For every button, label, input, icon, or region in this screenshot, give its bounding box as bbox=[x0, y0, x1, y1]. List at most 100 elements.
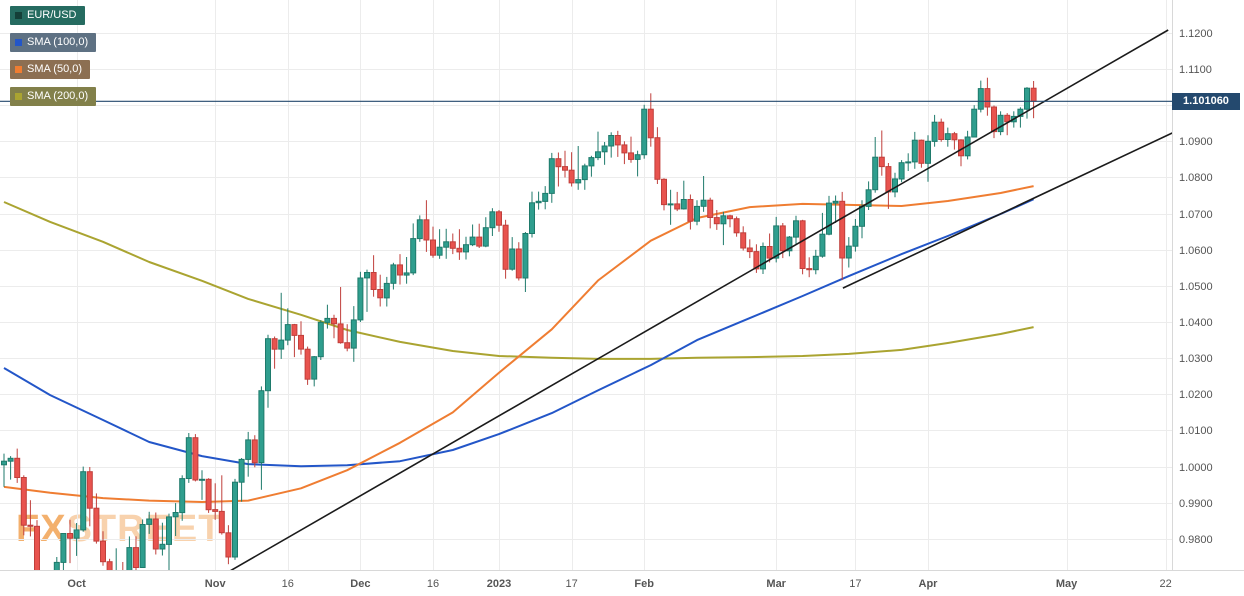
candle-body bbox=[476, 236, 483, 247]
candle-body bbox=[100, 540, 106, 563]
candle-body bbox=[595, 151, 601, 159]
candle-body bbox=[733, 218, 740, 234]
candle-body bbox=[152, 518, 159, 550]
y-axis-label: 1.0100 bbox=[1179, 425, 1213, 437]
candle-body bbox=[86, 471, 93, 509]
candle-body bbox=[680, 199, 687, 210]
candle-body bbox=[819, 233, 826, 257]
candle-body bbox=[317, 321, 324, 358]
candle-body bbox=[41, 579, 46, 596]
candle-body bbox=[925, 140, 931, 164]
candle-body bbox=[114, 573, 119, 574]
legend-item-sma200[interactable]: SMA (200,0) bbox=[10, 87, 97, 106]
candle-body bbox=[172, 512, 179, 518]
candle-body bbox=[350, 319, 357, 349]
candle-body bbox=[931, 121, 938, 142]
candle-body bbox=[20, 477, 27, 526]
legend-item-sma100[interactable]: SMA (100,0) bbox=[10, 33, 97, 52]
candle-body bbox=[331, 317, 337, 325]
candle-body bbox=[311, 356, 318, 380]
candle-body bbox=[753, 251, 760, 270]
x-axis-label: 17 bbox=[849, 578, 861, 590]
sma200-line bbox=[3, 201, 1034, 360]
candle-body bbox=[436, 246, 443, 256]
candle-body bbox=[284, 324, 291, 341]
candle-body bbox=[548, 158, 555, 194]
plot-area bbox=[0, 29, 1172, 596]
legend-item-eurusd[interactable]: EUR/USD bbox=[10, 6, 85, 25]
candle-body bbox=[390, 264, 397, 284]
y-axis-label: 1.0800 bbox=[1179, 172, 1213, 184]
candle-body bbox=[423, 219, 430, 241]
candle-body bbox=[911, 139, 918, 163]
candle-body bbox=[179, 478, 186, 514]
candle-body bbox=[271, 338, 278, 350]
x-axis[interactable]: Oct Nov 16 Dec 16 2023 17 Feb Mar 17 Apr May 22 bbox=[67, 578, 1171, 590]
candle-body bbox=[205, 478, 212, 511]
series-color-chip bbox=[15, 93, 22, 100]
x-axis-label: 16 bbox=[282, 578, 294, 590]
candle-body bbox=[641, 108, 648, 156]
candle-body bbox=[324, 317, 331, 323]
candle-body bbox=[218, 510, 225, 534]
candle-body bbox=[251, 439, 258, 464]
trendline[interactable] bbox=[842, 132, 1172, 289]
candle-body bbox=[126, 547, 133, 570]
candle-body bbox=[799, 220, 806, 270]
candle-body bbox=[430, 239, 436, 256]
sma50-line bbox=[3, 185, 1034, 503]
candle-body bbox=[918, 139, 925, 164]
y-axis-label: 1.0200 bbox=[1179, 389, 1213, 401]
x-axis-label: May bbox=[1056, 578, 1078, 590]
candle-body bbox=[1017, 108, 1024, 117]
candle-body bbox=[568, 169, 575, 184]
legend-item-label: SMA (50,0) bbox=[27, 63, 83, 75]
candle-body bbox=[647, 108, 654, 139]
legend-item-label: EUR/USD bbox=[27, 9, 77, 21]
sma100-line bbox=[3, 198, 1035, 468]
y-axis[interactable]: 1.12001.11001.10001.09001.08001.07001.06… bbox=[1179, 28, 1213, 546]
y-axis-label: 1.0400 bbox=[1179, 317, 1213, 329]
candle-body bbox=[403, 272, 410, 276]
candle-body bbox=[199, 478, 205, 481]
candle-body bbox=[139, 524, 146, 568]
candle-body bbox=[746, 247, 753, 253]
candle-body bbox=[364, 272, 370, 279]
candle-body bbox=[377, 289, 384, 299]
candle-body bbox=[443, 241, 450, 248]
trendline[interactable] bbox=[218, 29, 1169, 578]
candle-body bbox=[383, 282, 390, 299]
candle-body bbox=[238, 458, 245, 483]
candle-body bbox=[977, 88, 984, 110]
candle-body bbox=[674, 203, 681, 210]
candle-body bbox=[185, 437, 192, 480]
candle-body bbox=[212, 509, 219, 512]
candle-body bbox=[496, 211, 502, 226]
candle-body bbox=[489, 211, 496, 229]
candle-body bbox=[654, 137, 661, 180]
y-axis-label: 1.0300 bbox=[1179, 353, 1213, 365]
x-axis-label: Oct bbox=[67, 578, 86, 590]
candle-body bbox=[997, 114, 1004, 133]
x-axis-label: 2023 bbox=[487, 578, 511, 590]
candle-body bbox=[667, 203, 674, 206]
candle-body bbox=[456, 247, 463, 253]
candle-body bbox=[991, 106, 997, 133]
x-axis-label: Nov bbox=[205, 578, 227, 590]
x-axis-label: Dec bbox=[350, 578, 370, 590]
candle-body bbox=[522, 233, 529, 279]
candle-body bbox=[397, 264, 403, 276]
candle-body bbox=[265, 338, 271, 392]
candle-body bbox=[878, 156, 885, 168]
candle-body bbox=[159, 543, 166, 550]
y-axis-label: 1.0500 bbox=[1179, 281, 1213, 293]
candle-body bbox=[542, 192, 549, 202]
candle-body bbox=[357, 277, 364, 321]
candle-body bbox=[826, 202, 832, 235]
candle-body bbox=[27, 524, 34, 527]
legend-item-sma50[interactable]: SMA (50,0) bbox=[10, 60, 91, 79]
candle-body bbox=[700, 199, 707, 207]
candle-body bbox=[555, 158, 562, 168]
candle-body bbox=[370, 272, 377, 290]
